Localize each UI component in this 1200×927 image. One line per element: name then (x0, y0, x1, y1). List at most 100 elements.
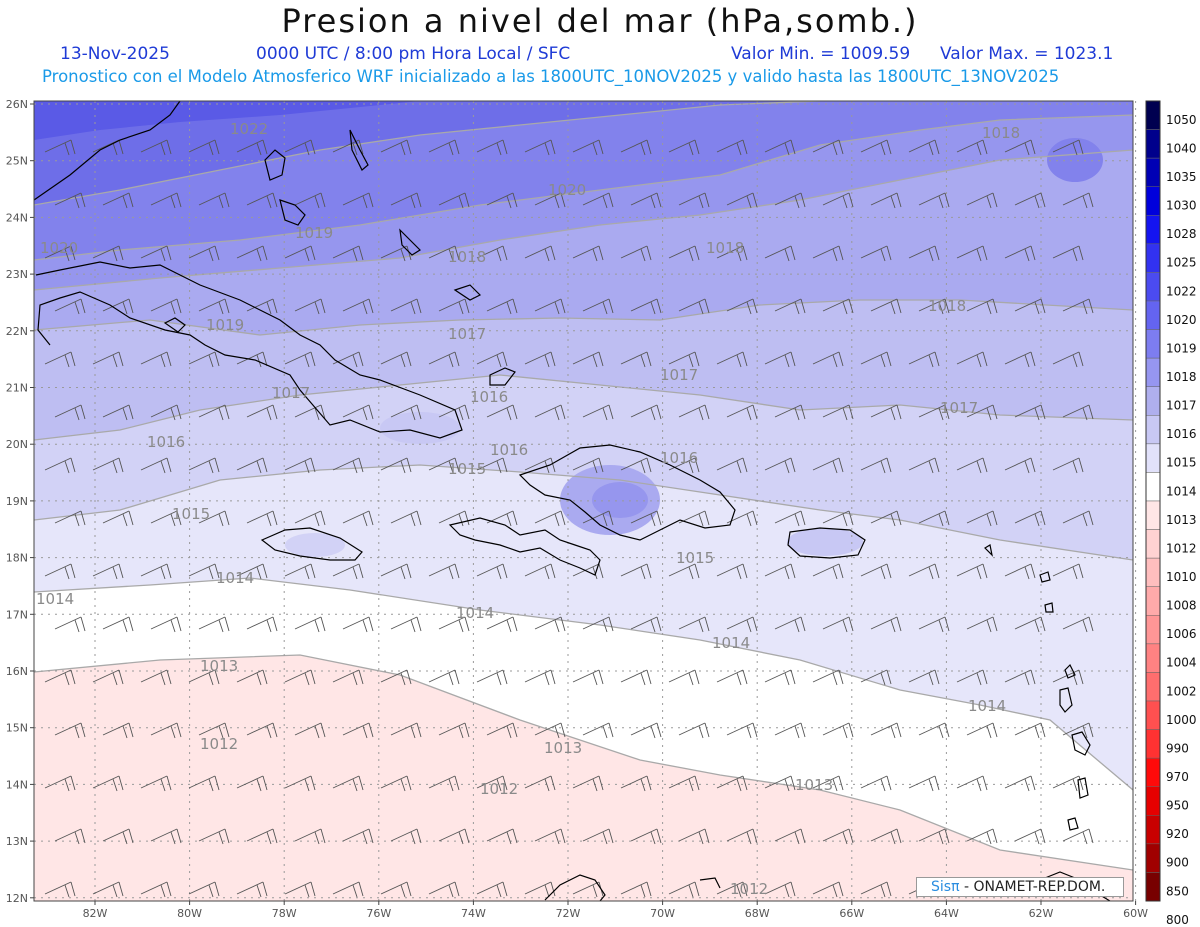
wind-barb (150, 404, 182, 421)
wind-barb (668, 775, 700, 792)
isobar-label: 1014 (216, 569, 254, 587)
wind-barb (438, 192, 470, 209)
wind-barb (150, 828, 182, 845)
colorbar-label: 1020 (1166, 313, 1197, 327)
wind-barb (572, 457, 604, 474)
wind-barb (918, 828, 950, 845)
wind-barb (726, 404, 758, 421)
wind-barb (1004, 669, 1036, 686)
wind-barb (534, 404, 566, 421)
wind-barb (630, 828, 662, 845)
wind-barb (476, 881, 508, 898)
wind-barb (582, 510, 614, 527)
wind-barb (524, 457, 556, 474)
wind-barb (870, 616, 902, 633)
isobar-label: 1018 (706, 239, 744, 257)
wind-barb (246, 510, 278, 527)
wind-barb (1062, 722, 1094, 739)
wind-barb (198, 510, 230, 527)
wind-barb (1014, 192, 1046, 209)
wind-barb (668, 563, 700, 580)
isobar-labels: 1022 1020 1020 1019 1018 1018 1018 1017 1017 1017… (36, 120, 1020, 898)
wind-barb (44, 139, 76, 156)
colorbar-cell (1145, 357, 1161, 387)
wind-barb (198, 298, 230, 315)
wind-barb (630, 192, 662, 209)
wind-barb (150, 510, 182, 527)
wind-barb (284, 669, 316, 686)
wind-barb (956, 563, 988, 580)
wind-barb (140, 775, 172, 792)
wind-barb (956, 775, 988, 792)
wind-barb (1052, 245, 1084, 262)
wind-barb (246, 828, 278, 845)
lat-label: 17N (6, 608, 28, 621)
wind-barb (764, 457, 796, 474)
wind-barb (332, 563, 364, 580)
lon-label: 80W (177, 907, 202, 920)
wind-barb (774, 510, 806, 527)
wind-barb (764, 669, 796, 686)
wind-barb (236, 881, 268, 898)
colorbar-label: 1050 (1166, 113, 1197, 127)
wind-barb (236, 139, 268, 156)
wind-barb (812, 775, 844, 792)
wind-barb (476, 139, 508, 156)
wind-barb (860, 139, 892, 156)
wind-barb (1052, 563, 1084, 580)
wind-barb (294, 510, 326, 527)
lon-label: 82W (83, 907, 108, 920)
isobar-label: 1016 (660, 449, 698, 467)
lat-label: 21N (6, 382, 28, 395)
colorbar-cell (1145, 100, 1161, 130)
wind-barb (620, 563, 652, 580)
longitude-labels: 82W 80W 78W 76W 74W 72W 70W 68W 66W 64W 62W 60W (83, 901, 1148, 920)
wind-barb (236, 245, 268, 262)
wind-barb (332, 139, 364, 156)
wind-barb (428, 457, 460, 474)
wind-barb (620, 457, 652, 474)
wind-barb (54, 192, 86, 209)
colorbar-cell (1145, 643, 1161, 673)
min-value: Valor Min. = 1009.59 (731, 44, 911, 64)
wind-barb (870, 404, 902, 421)
wind-barb (534, 510, 566, 527)
wind-barb (860, 563, 892, 580)
wind-barb (92, 563, 124, 580)
wind-barb (390, 828, 422, 845)
wind-barb (582, 722, 614, 739)
wind-barb (438, 404, 470, 421)
lat-label: 23N (6, 268, 28, 281)
lon-label: 72W (556, 907, 581, 920)
wind-barb (102, 616, 134, 633)
wind-barb (428, 881, 460, 898)
lat-label: 13N (6, 835, 28, 848)
wind-barb (1062, 192, 1094, 209)
wind-barb (246, 298, 278, 315)
lat-label: 26N (6, 98, 28, 111)
wind-barb (774, 298, 806, 315)
wind-barb (716, 139, 748, 156)
wind-barb (428, 669, 460, 686)
lat-label: 12N (6, 892, 28, 905)
colorbar-cell (1145, 243, 1161, 273)
wind-barb (246, 722, 278, 739)
wind-barb (582, 192, 614, 209)
lat-label: 24N (6, 211, 28, 224)
wind-barb (294, 298, 326, 315)
wind-barb (246, 404, 278, 421)
wind-barb (524, 669, 556, 686)
wind-barb (476, 351, 508, 368)
lat-label: 22N (6, 325, 28, 338)
lat-label: 14N (6, 778, 28, 791)
wind-barb (918, 404, 950, 421)
map-title: Presion a nivel del mar (hPa,somb.) (281, 2, 919, 40)
wind-barb (1052, 351, 1084, 368)
wind-barb (390, 404, 422, 421)
isobar-label: 1016 (147, 433, 185, 451)
wind-barb (908, 139, 940, 156)
wind-barb (92, 669, 124, 686)
logo-box: Sisπ - ONAMET-REP.DOM. (916, 877, 1124, 897)
wind-barb (620, 669, 652, 686)
colorbar-label: 1035 (1166, 170, 1197, 184)
